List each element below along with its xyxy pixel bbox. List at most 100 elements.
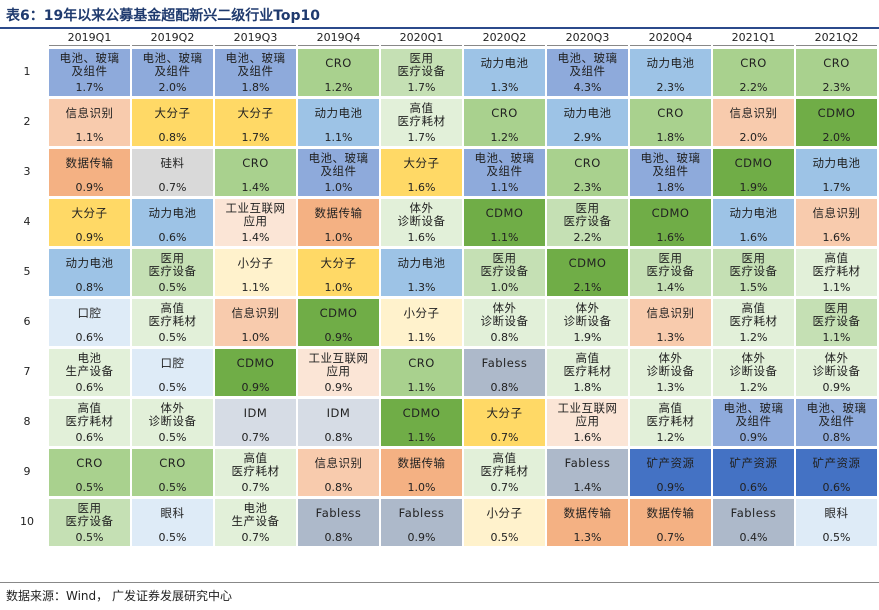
overweight-industries-table: 2019Q1 2019Q2 2019Q3 2019Q4 2020Q1 2020Q2 2020…	[5, 30, 879, 546]
cell-box: 高值 医疗耗材 0.5%	[132, 299, 213, 346]
industry-name: CRO	[491, 106, 518, 120]
rank-number: 4	[7, 196, 47, 246]
overweight-pct: 2.3%	[822, 81, 851, 94]
industry-name: 高值 医疗耗材	[231, 451, 280, 478]
industry-name: 医用 医疗设备	[812, 301, 861, 328]
rank-number: 2	[7, 96, 47, 146]
industry-cell: 信息识别 1.1%	[49, 96, 130, 146]
overweight-pct: 1.8%	[656, 131, 685, 144]
cell-box: 体外 诊断设备 1.2%	[713, 349, 794, 396]
cell-box: CRO 1.4%	[215, 149, 296, 196]
industry-name: 矿产资源	[812, 456, 861, 470]
industry-name: 高值 医疗耗材	[563, 351, 612, 378]
overweight-pct: 0.8%	[158, 131, 187, 144]
cell-box: Fabless 1.4%	[547, 449, 628, 496]
industry-name: 动力电池	[397, 256, 446, 270]
cell-box: CRO 2.2%	[713, 49, 794, 96]
industry-cell: 体外 诊断设备 1.9%	[547, 296, 628, 346]
industry-name: CDMO	[651, 206, 690, 220]
cell-box: 数据传输 1.0%	[381, 449, 462, 496]
cell-box: CDMO 2.1%	[547, 249, 628, 296]
overweight-pct: 0.6%	[75, 381, 104, 394]
overweight-pct: 1.4%	[573, 481, 602, 494]
industry-name: 高值 医疗耗材	[397, 101, 446, 128]
industry-name: IDM	[326, 406, 351, 420]
industry-name: 电池、玻璃 及组件	[806, 401, 867, 428]
industry-name: 信息识别	[314, 456, 363, 470]
industry-cell: 电池、玻璃 及组件 1.7%	[49, 46, 130, 96]
cell-box: 电池、玻璃 及组件 1.8%	[630, 149, 711, 196]
industry-name: 电池、玻璃 及组件	[474, 151, 535, 178]
industry-cell: 医用 医疗设备 0.5%	[132, 246, 213, 296]
industry-cell: 大分子 1.0%	[298, 246, 379, 296]
industry-name: CRO	[325, 56, 352, 70]
column-header: 2021Q2	[796, 30, 877, 46]
industry-cell: 动力电池 1.1%	[298, 96, 379, 146]
cell-box: 医用 医疗设备 1.1%	[796, 299, 877, 346]
industry-cell: CRO 2.3%	[796, 46, 877, 96]
overweight-pct: 1.0%	[241, 331, 270, 344]
industry-cell: CDMO 1.1%	[381, 396, 462, 446]
cell-box: CRO 1.2%	[464, 99, 545, 146]
industry-name: 体外 诊断设备	[729, 351, 778, 378]
industry-cell: 高值 医疗耗材 0.6%	[49, 396, 130, 446]
industry-name: Fabless	[730, 506, 777, 520]
industry-cell: 电池、玻璃 及组件 0.9%	[713, 396, 794, 446]
industry-cell: 动力电池 1.7%	[796, 146, 877, 196]
industry-cell: CRO 2.2%	[713, 46, 794, 96]
industry-cell: 小分子 1.1%	[215, 246, 296, 296]
industry-cell: 高值 医疗耗材 1.2%	[713, 296, 794, 346]
overweight-pct: 1.1%	[75, 131, 104, 144]
overweight-pct: 1.1%	[407, 381, 436, 394]
industry-name: 大分子	[71, 206, 108, 220]
industry-cell: 数据传输 0.9%	[49, 146, 130, 196]
overweight-pct: 0.9%	[324, 331, 353, 344]
industry-cell: 信息识别 1.6%	[796, 196, 877, 246]
cell-box: 医用 医疗设备 1.7%	[381, 49, 462, 96]
overweight-pct: 0.4%	[739, 531, 768, 544]
industry-cell: 医用 医疗设备 0.5%	[49, 496, 130, 546]
cell-box: 数据传输 1.3%	[547, 499, 628, 546]
cell-box: 信息识别 1.3%	[630, 299, 711, 346]
industry-cell: 电池 生产设备 0.6%	[49, 346, 130, 396]
column-header: 2020Q2	[464, 30, 545, 46]
industry-name: 高值 医疗耗材	[812, 251, 861, 278]
industry-name: 信息识别	[812, 206, 861, 220]
overweight-pct: 0.5%	[75, 531, 104, 544]
industry-name: 工业互联网 应用	[308, 351, 369, 378]
industry-name: CRO	[76, 456, 103, 470]
title-divider	[0, 27, 879, 29]
industry-name: 高值 医疗耗材	[65, 401, 114, 428]
cell-box: 电池、玻璃 及组件 1.0%	[298, 149, 379, 196]
overweight-pct: 1.8%	[656, 181, 685, 194]
cell-box: 大分子 0.7%	[464, 399, 545, 446]
cell-box: 动力电池 0.6%	[132, 199, 213, 246]
industry-cell: CRO 2.3%	[547, 146, 628, 196]
industry-cell: Fabless 1.4%	[547, 446, 628, 496]
industry-name: 电池、玻璃 及组件	[308, 151, 369, 178]
industry-name: 医用 医疗设备	[563, 201, 612, 228]
industry-name: 工业互联网 应用	[225, 201, 286, 228]
industry-cell: 电池、玻璃 及组件 1.8%	[630, 146, 711, 196]
cell-box: 电池、玻璃 及组件 0.8%	[796, 399, 877, 446]
cell-box: 工业互联网 应用 1.4%	[215, 199, 296, 246]
cell-box: CRO 1.8%	[630, 99, 711, 146]
cell-box: 高值 医疗耗材 1.2%	[630, 399, 711, 446]
industry-cell: CRO 0.5%	[132, 446, 213, 496]
overweight-pct: 1.2%	[656, 431, 685, 444]
industry-name: 电池、玻璃 及组件	[557, 51, 618, 78]
industry-cell: 大分子 1.6%	[381, 146, 462, 196]
cell-box: 体外 诊断设备 1.6%	[381, 199, 462, 246]
cell-box: 信息识别 1.1%	[49, 99, 130, 146]
industry-name: 信息识别	[65, 106, 114, 120]
overweight-pct: 0.5%	[75, 481, 104, 494]
cell-box: 动力电池 2.3%	[630, 49, 711, 96]
overweight-pct: 0.9%	[656, 481, 685, 494]
cell-box: 大分子 0.9%	[49, 199, 130, 246]
industry-cell: 体外 诊断设备 0.5%	[132, 396, 213, 446]
overweight-pct: 1.6%	[407, 181, 436, 194]
cell-box: 动力电池 1.3%	[381, 249, 462, 296]
overweight-pct: 2.0%	[739, 131, 768, 144]
industry-cell: CDMO 2.1%	[547, 246, 628, 296]
cell-box: 口腔 0.6%	[49, 299, 130, 346]
